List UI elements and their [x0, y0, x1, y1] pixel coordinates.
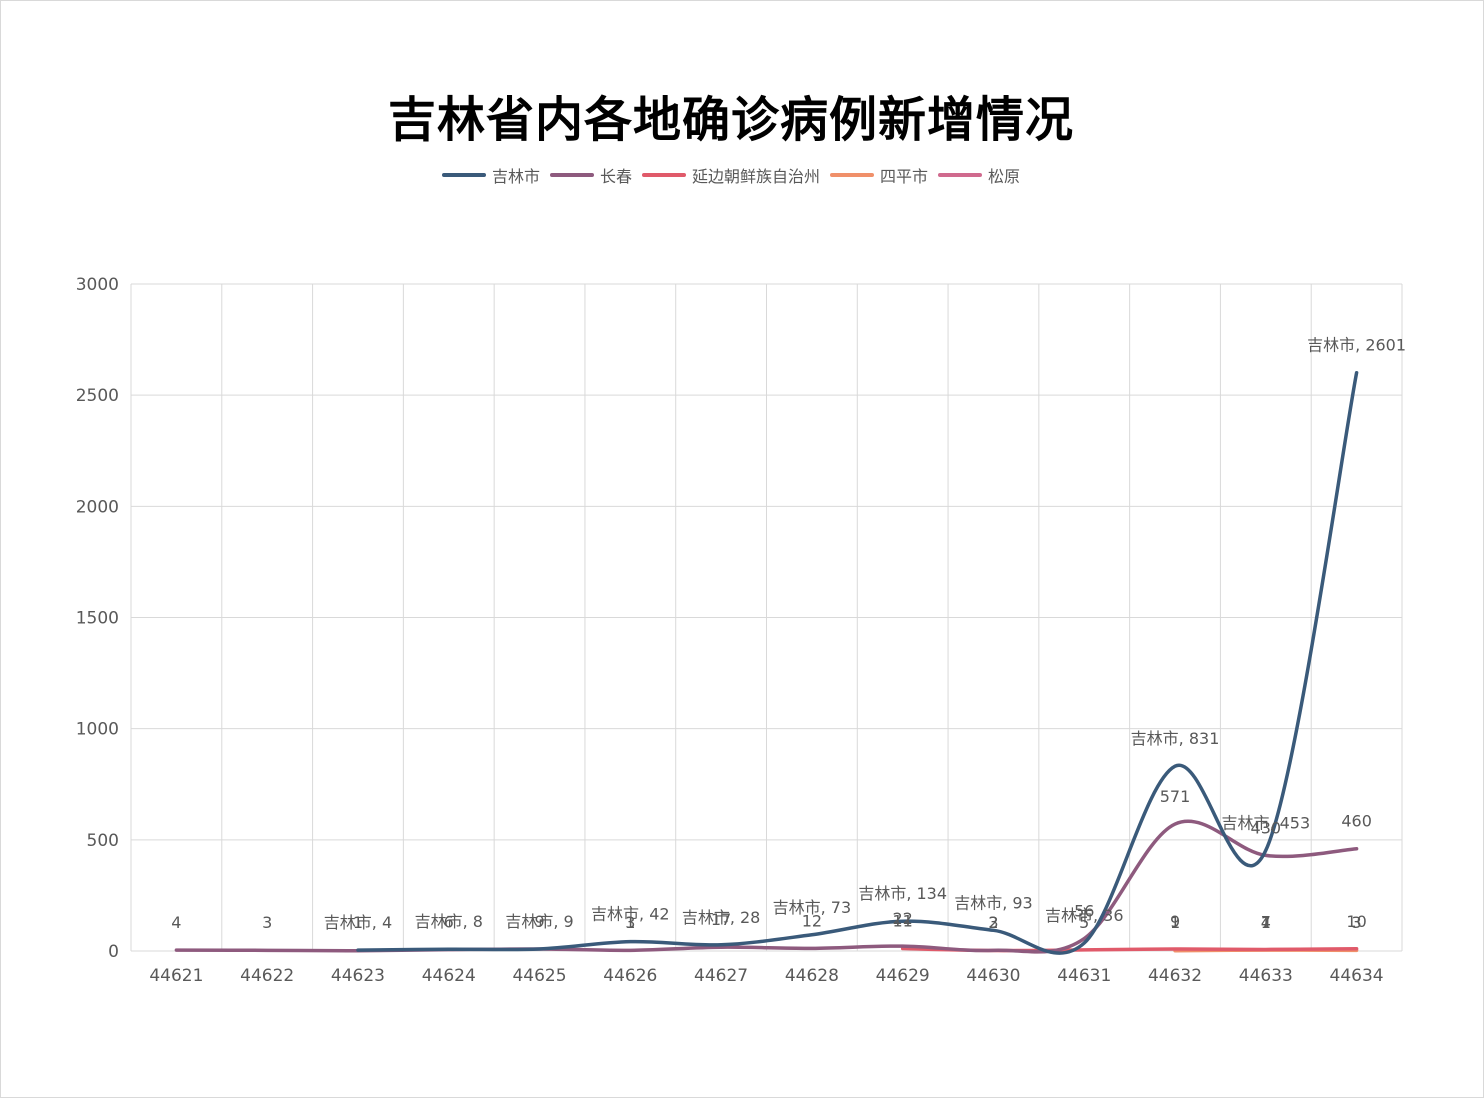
x-tick-label: 44621 [149, 966, 203, 986]
data-label: 430 [1251, 818, 1282, 837]
data-label: 吉林市, 9 [505, 912, 573, 931]
data-label: 1 [1170, 913, 1180, 932]
data-label: 7 [1261, 912, 1271, 931]
data-label: 3 [1352, 913, 1362, 932]
y-tick-label: 2000 [76, 497, 119, 517]
data-label: 10 [1346, 912, 1366, 931]
data-label: 1 [625, 913, 635, 932]
legend-item: 四平市 [830, 163, 928, 187]
data-label: 9 [1170, 912, 1180, 931]
data-label: 吉林市, 28 [682, 908, 761, 927]
legend-swatch [641, 173, 686, 177]
y-tick-label: 1500 [76, 609, 119, 629]
x-tick-label: 44631 [1057, 966, 1111, 986]
data-label: 吉林市, 453 [1221, 813, 1310, 832]
legend-swatch [549, 173, 594, 177]
legend-label: 延边朝鲜族自治州 [691, 167, 820, 186]
data-label: 5 [1079, 913, 1089, 932]
data-label: 吉林市, 134 [858, 884, 947, 903]
x-tick-label: 44626 [603, 966, 657, 986]
x-tick-label: 44627 [694, 966, 748, 986]
data-label: 12 [802, 911, 822, 930]
data-label: 22 [892, 909, 912, 928]
x-tick-label: 44629 [876, 966, 930, 986]
y-tick-label: 2500 [76, 386, 119, 406]
data-label: 1 [1261, 913, 1271, 932]
x-tick-label: 44624 [422, 966, 476, 986]
data-label: 571 [1160, 787, 1191, 806]
data-label: 56 [1074, 902, 1094, 921]
data-label: 6 [444, 913, 454, 932]
data-label: 4 [1261, 913, 1271, 932]
x-tick-label: 44630 [966, 966, 1020, 986]
data-label: 吉林市, 93 [954, 893, 1033, 912]
data-label: 吉林市, 831 [1131, 729, 1220, 748]
x-tick-label: 44623 [331, 966, 385, 986]
data-label: 1 [353, 913, 363, 932]
legend-label: 吉林市 [491, 167, 540, 186]
chart-legend: 吉林市 长春 延边朝鲜族自治州 四平市 松原 [0, 163, 1462, 187]
legend-item: 长春 [549, 163, 632, 187]
legend-item: 延边朝鲜族自治州 [641, 163, 820, 187]
data-label: 3 [625, 913, 635, 932]
x-tick-label: 44625 [512, 966, 566, 986]
data-label: 11 [892, 912, 912, 931]
legend-swatch [938, 173, 983, 177]
legend-label: 四平市 [880, 167, 929, 186]
y-tick-label: 3000 [76, 275, 119, 295]
series-line-1 [356, 370, 1359, 955]
x-tick-label: 44633 [1239, 966, 1293, 986]
legend-swatch [441, 173, 486, 177]
data-label: 吉林市, 42 [591, 905, 670, 924]
y-tick-label: 1000 [76, 720, 119, 740]
chart-title: 吉林省内各地确诊病例新增情况 [387, 92, 1074, 148]
data-label: 2 [988, 913, 998, 932]
data-label: 17 [711, 910, 731, 929]
data-label: 3 [988, 913, 998, 932]
legend-item: 吉林市 [441, 163, 540, 187]
legend-label: 松原 [988, 167, 1021, 186]
legend-swatch [830, 173, 874, 177]
legend-item: 松原 [938, 163, 1020, 187]
x-tick-label: 44622 [240, 966, 294, 986]
data-label: 460 [1341, 812, 1372, 831]
x-tick-label: 44628 [785, 966, 839, 986]
x-tick-label: 44634 [1330, 966, 1384, 986]
data-label: 9 [534, 912, 544, 931]
y-tick-label: 0 [108, 942, 119, 962]
data-label: 吉林市, 2601 [1307, 336, 1406, 355]
data-label: 吉林市, 8 [415, 912, 483, 931]
data-label: 吉林市, 73 [773, 898, 852, 917]
data-label: 吉林市, 36 [1045, 906, 1124, 925]
data-label: 3 [262, 913, 272, 932]
data-label: 吉林市, 4 [324, 913, 392, 932]
x-tick-label: 44632 [1148, 966, 1202, 986]
y-tick-label: 500 [87, 831, 119, 851]
data-label: 4 [171, 913, 181, 932]
legend-label: 长春 [599, 167, 632, 186]
